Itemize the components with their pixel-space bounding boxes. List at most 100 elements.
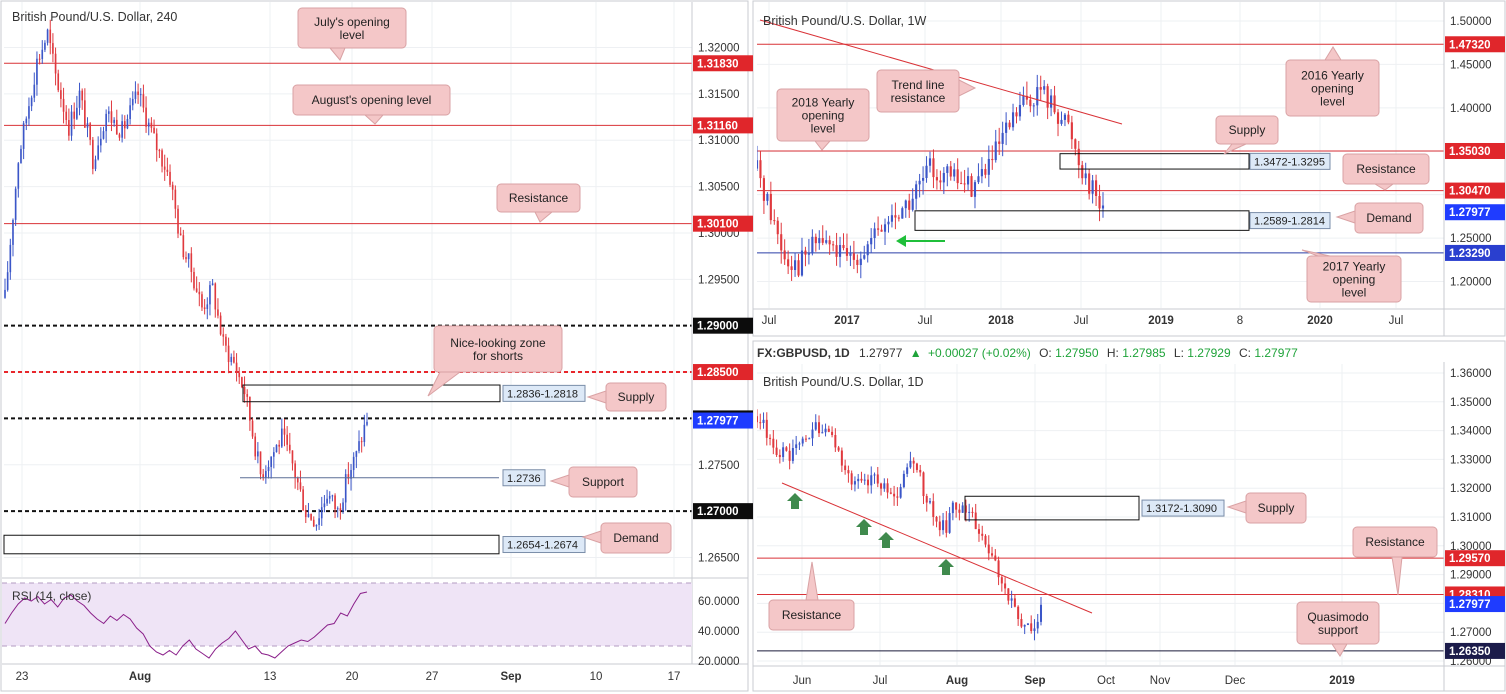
w1-level-badge-label: 1.35030 xyxy=(1449,146,1491,158)
w1-candle-body xyxy=(1022,95,1025,105)
h4-candle-body xyxy=(302,489,304,511)
w1-candle-body xyxy=(949,166,952,177)
h4-candle-body xyxy=(49,29,52,44)
h4-candle-body xyxy=(358,441,360,452)
d1-panel-frame xyxy=(752,340,1506,692)
w1-y-tick-label: 1.45000 xyxy=(1450,59,1492,71)
h4-candle-body xyxy=(134,91,137,99)
ohlc-close-label: C: xyxy=(1239,346,1251,360)
rsi-title: RSI (14, close) xyxy=(12,589,91,603)
d1-candle-body xyxy=(902,473,905,488)
h4-candle-body xyxy=(291,450,294,464)
w1-note-2016-line: opening xyxy=(1311,82,1354,96)
w1-candle-body xyxy=(984,169,987,175)
w1-candle-body xyxy=(821,238,824,243)
h4-candle-body xyxy=(342,502,344,511)
w1-candle-body xyxy=(1032,105,1035,107)
d1-candle-body xyxy=(834,435,837,448)
h4-candle-body xyxy=(12,219,14,245)
d1-level-badge-label: 1.29570 xyxy=(1449,553,1491,565)
h4-candle-body xyxy=(9,244,12,273)
d1-candle-body xyxy=(925,496,928,503)
d1-y-tick-label: 1.26000 xyxy=(1450,656,1492,668)
ohlc-open: 1.27950 xyxy=(1055,346,1099,360)
w1-note-2017-pointer xyxy=(1301,249,1331,257)
h4-note-shorts-box xyxy=(433,325,563,373)
d1-level-badge xyxy=(1445,642,1505,659)
d1-candle-body xyxy=(981,533,984,536)
h4-candle-body xyxy=(193,271,195,289)
w1-candle-body xyxy=(776,220,779,235)
w1-candle-body xyxy=(759,160,762,179)
w1-note-resistance: Resistance xyxy=(1356,162,1416,176)
h4-candle-body xyxy=(105,113,107,132)
d1-x-tick-label: Nov xyxy=(1150,675,1171,687)
w1-x-tick-label: 8 xyxy=(1237,315,1243,327)
h4-candle-body xyxy=(344,474,347,503)
h4-candle-body xyxy=(121,121,123,138)
w1-candle-body xyxy=(780,234,783,251)
w1-candle-body xyxy=(849,253,852,256)
h4-candle-body xyxy=(310,513,312,520)
w1-note-trend-line: resistance xyxy=(891,91,946,105)
w1-candle-body xyxy=(991,158,994,161)
h4-candle-body xyxy=(123,121,126,129)
ohlc-up-arrow-icon: ▲ xyxy=(910,346,922,360)
w1-candle-body xyxy=(939,180,942,183)
d1-y-tick-label: 1.33000 xyxy=(1450,454,1492,466)
h4-note-july-line: level xyxy=(340,28,365,42)
h4-candle-body xyxy=(139,94,142,96)
h4-candle-body xyxy=(131,98,134,106)
d1-candle-body xyxy=(977,529,980,534)
h4-candle-body xyxy=(36,58,38,85)
w1-note-2018-line: 2018 Yearly xyxy=(792,96,855,110)
h4-note-july-pointer xyxy=(328,47,346,61)
w1-y-tick-label: 1.40000 xyxy=(1450,103,1492,115)
h4-candle-body xyxy=(241,377,243,388)
w1-candle-body xyxy=(894,215,897,218)
w1-candle-body xyxy=(1036,87,1039,106)
w1-y-tick-label: 1.50000 xyxy=(1450,16,1492,28)
w1-candle-body xyxy=(925,165,928,178)
h4-candle-body xyxy=(169,171,171,185)
d1-candle-body xyxy=(1033,628,1036,632)
w1-y-tick-label: 1.25000 xyxy=(1450,233,1492,245)
w1-candle-body xyxy=(1015,112,1018,117)
w1-note-trend: Trend line resistance xyxy=(891,78,946,105)
h4-candle-body xyxy=(355,451,358,457)
w1-candle-body xyxy=(835,245,838,257)
h4-candle-body xyxy=(94,159,97,169)
h4-candle-body xyxy=(211,283,214,286)
w1-candle-body xyxy=(832,244,835,246)
h4-candle-body xyxy=(115,119,118,135)
rsi-y-tick-label: 60.0000 xyxy=(698,596,740,608)
w1-note-supply-pointer xyxy=(1223,143,1247,155)
w1-candle-body xyxy=(766,193,769,201)
d1-candle-body xyxy=(899,487,902,498)
w1-y-tick-label: 1.20000 xyxy=(1450,277,1492,289)
h4-candle-body xyxy=(89,123,92,140)
h4-candle-body xyxy=(187,253,190,260)
h4-candle-body xyxy=(113,119,115,123)
h4-candle-body xyxy=(288,444,291,451)
d1-candle-body xyxy=(994,555,997,561)
h4-level-badge xyxy=(693,215,753,232)
d1-level-badge xyxy=(1445,550,1505,567)
ohlc-close: 1.27977 xyxy=(1254,346,1298,360)
w1-candle-body xyxy=(757,160,759,169)
w1-level-badge xyxy=(1445,36,1505,53)
ohlc-last: 1.27977 xyxy=(859,346,903,360)
d1-last-price-badge xyxy=(1445,596,1505,613)
h4-candle-body xyxy=(52,43,54,54)
w1-candle-body xyxy=(863,255,866,259)
d1-note-supply: Supply xyxy=(1258,501,1295,515)
d1-candle-body xyxy=(942,520,945,531)
h4-candle-body xyxy=(118,134,121,138)
h4-candle-body xyxy=(17,163,20,189)
h4-level-badge xyxy=(693,317,753,334)
d1-candle-body xyxy=(987,544,990,554)
h4-candle-body xyxy=(294,463,296,478)
h4-candle-body xyxy=(65,111,68,120)
d1-levels xyxy=(757,557,1444,652)
d1-y-tick-label: 1.29000 xyxy=(1450,570,1492,582)
